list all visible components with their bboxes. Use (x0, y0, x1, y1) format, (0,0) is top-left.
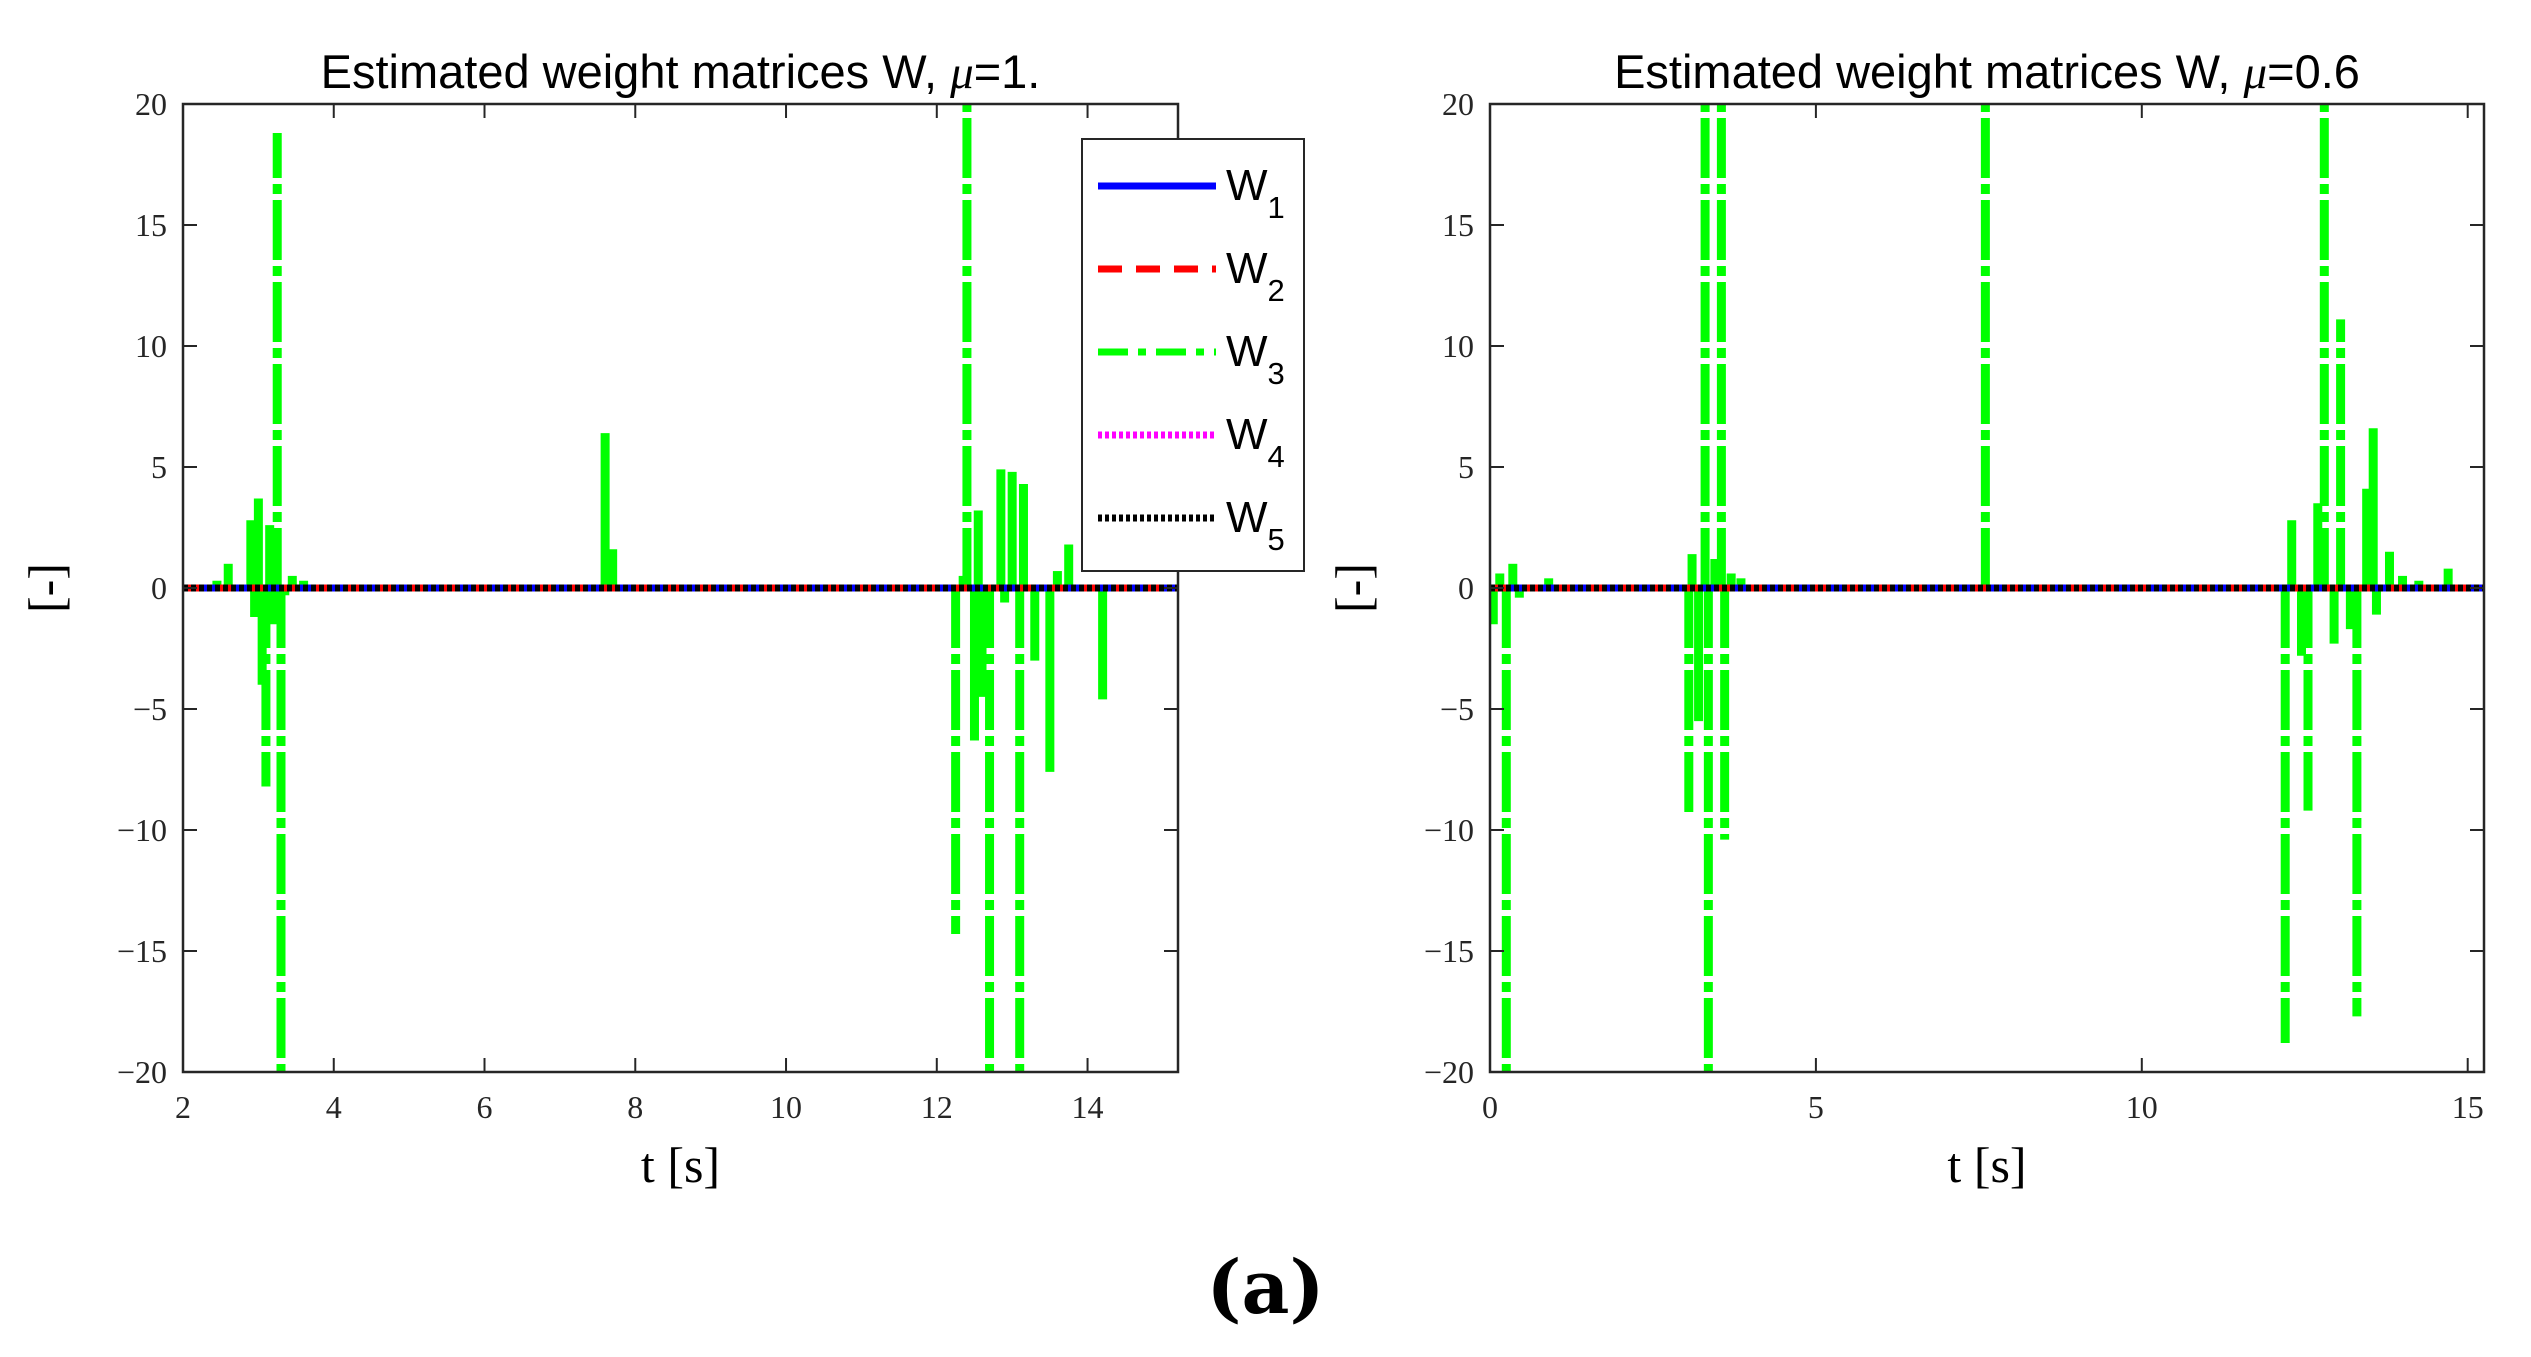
x-tick-label: 8 (627, 1089, 643, 1125)
chart-title: Estimated weight matrices W, μ=1. (321, 45, 1041, 99)
legend-label-w5: W5 (1226, 493, 1285, 557)
y-tick-label: 15 (135, 207, 167, 243)
chart-panel-2: 0 5 10 15 −20 −15 −10 −5 0 5 10 15 20 Estimated weigh… (1325, 45, 2486, 1193)
x-tick-label: 10 (2126, 1089, 2158, 1125)
x-tick-label: 0 (1482, 1089, 1498, 1125)
y-axis-label: [-] (1325, 563, 1381, 613)
y-axis-label: [-] (18, 563, 74, 613)
legend-label-w2: W2 (1226, 244, 1285, 308)
y-tick-label: −20 (117, 1054, 167, 1090)
legend-label-w1: W1 (1226, 161, 1285, 225)
y-tick-label: 10 (1442, 328, 1474, 364)
chart-title: Estimated weight matrices W, μ=0.6 (1614, 45, 2360, 99)
x-tick-label: 12 (921, 1089, 953, 1125)
y-tick-label: 20 (1442, 86, 1474, 122)
y-tick-label: 20 (135, 86, 167, 122)
y-tick-label: 0 (151, 570, 167, 606)
x-tick-label: 4 (326, 1089, 342, 1125)
y-tick-label: −15 (117, 933, 167, 969)
y-tick-label: −20 (1424, 1054, 1474, 1090)
y-tick-label: −5 (133, 691, 167, 727)
y-tick-label: −10 (1424, 812, 1474, 848)
plot-data-layer (1490, 104, 2484, 1072)
plot-data-layer (183, 104, 1178, 1072)
y-tick-label: 0 (1458, 570, 1474, 606)
x-tick-label: 10 (770, 1089, 802, 1125)
y-tick-label: −5 (1440, 691, 1474, 727)
x-tick-label: 15 (2452, 1089, 2484, 1125)
y-tick-label: 10 (135, 328, 167, 364)
y-tick-label: 5 (151, 449, 167, 485)
y-tick-label: 15 (1442, 207, 1474, 243)
x-tick-label: 14 (1072, 1089, 1104, 1125)
x-tick-label: 6 (477, 1089, 493, 1125)
legend-label-w4: W4 (1226, 410, 1285, 474)
legend-label-w3: W3 (1226, 327, 1285, 391)
figure-caption: (a) (1206, 1245, 1325, 1331)
x-axis-label: t [s] (641, 1137, 720, 1193)
legend: W1 W2 W3 W4 W5 (1081, 138, 1305, 572)
y-tick-label: −10 (117, 812, 167, 848)
x-tick-label: 2 (175, 1089, 191, 1125)
x-axis-label: t [s] (1947, 1137, 2026, 1193)
x-tick-label: 5 (1808, 1089, 1824, 1125)
y-tick-label: −15 (1424, 933, 1474, 969)
chart-panel-1: 2 4 6 8 10 12 14 −20 −15 −10 −5 0 5 10 15 20 Estimated w… (18, 45, 1305, 1193)
y-tick-label: 5 (1458, 449, 1474, 485)
